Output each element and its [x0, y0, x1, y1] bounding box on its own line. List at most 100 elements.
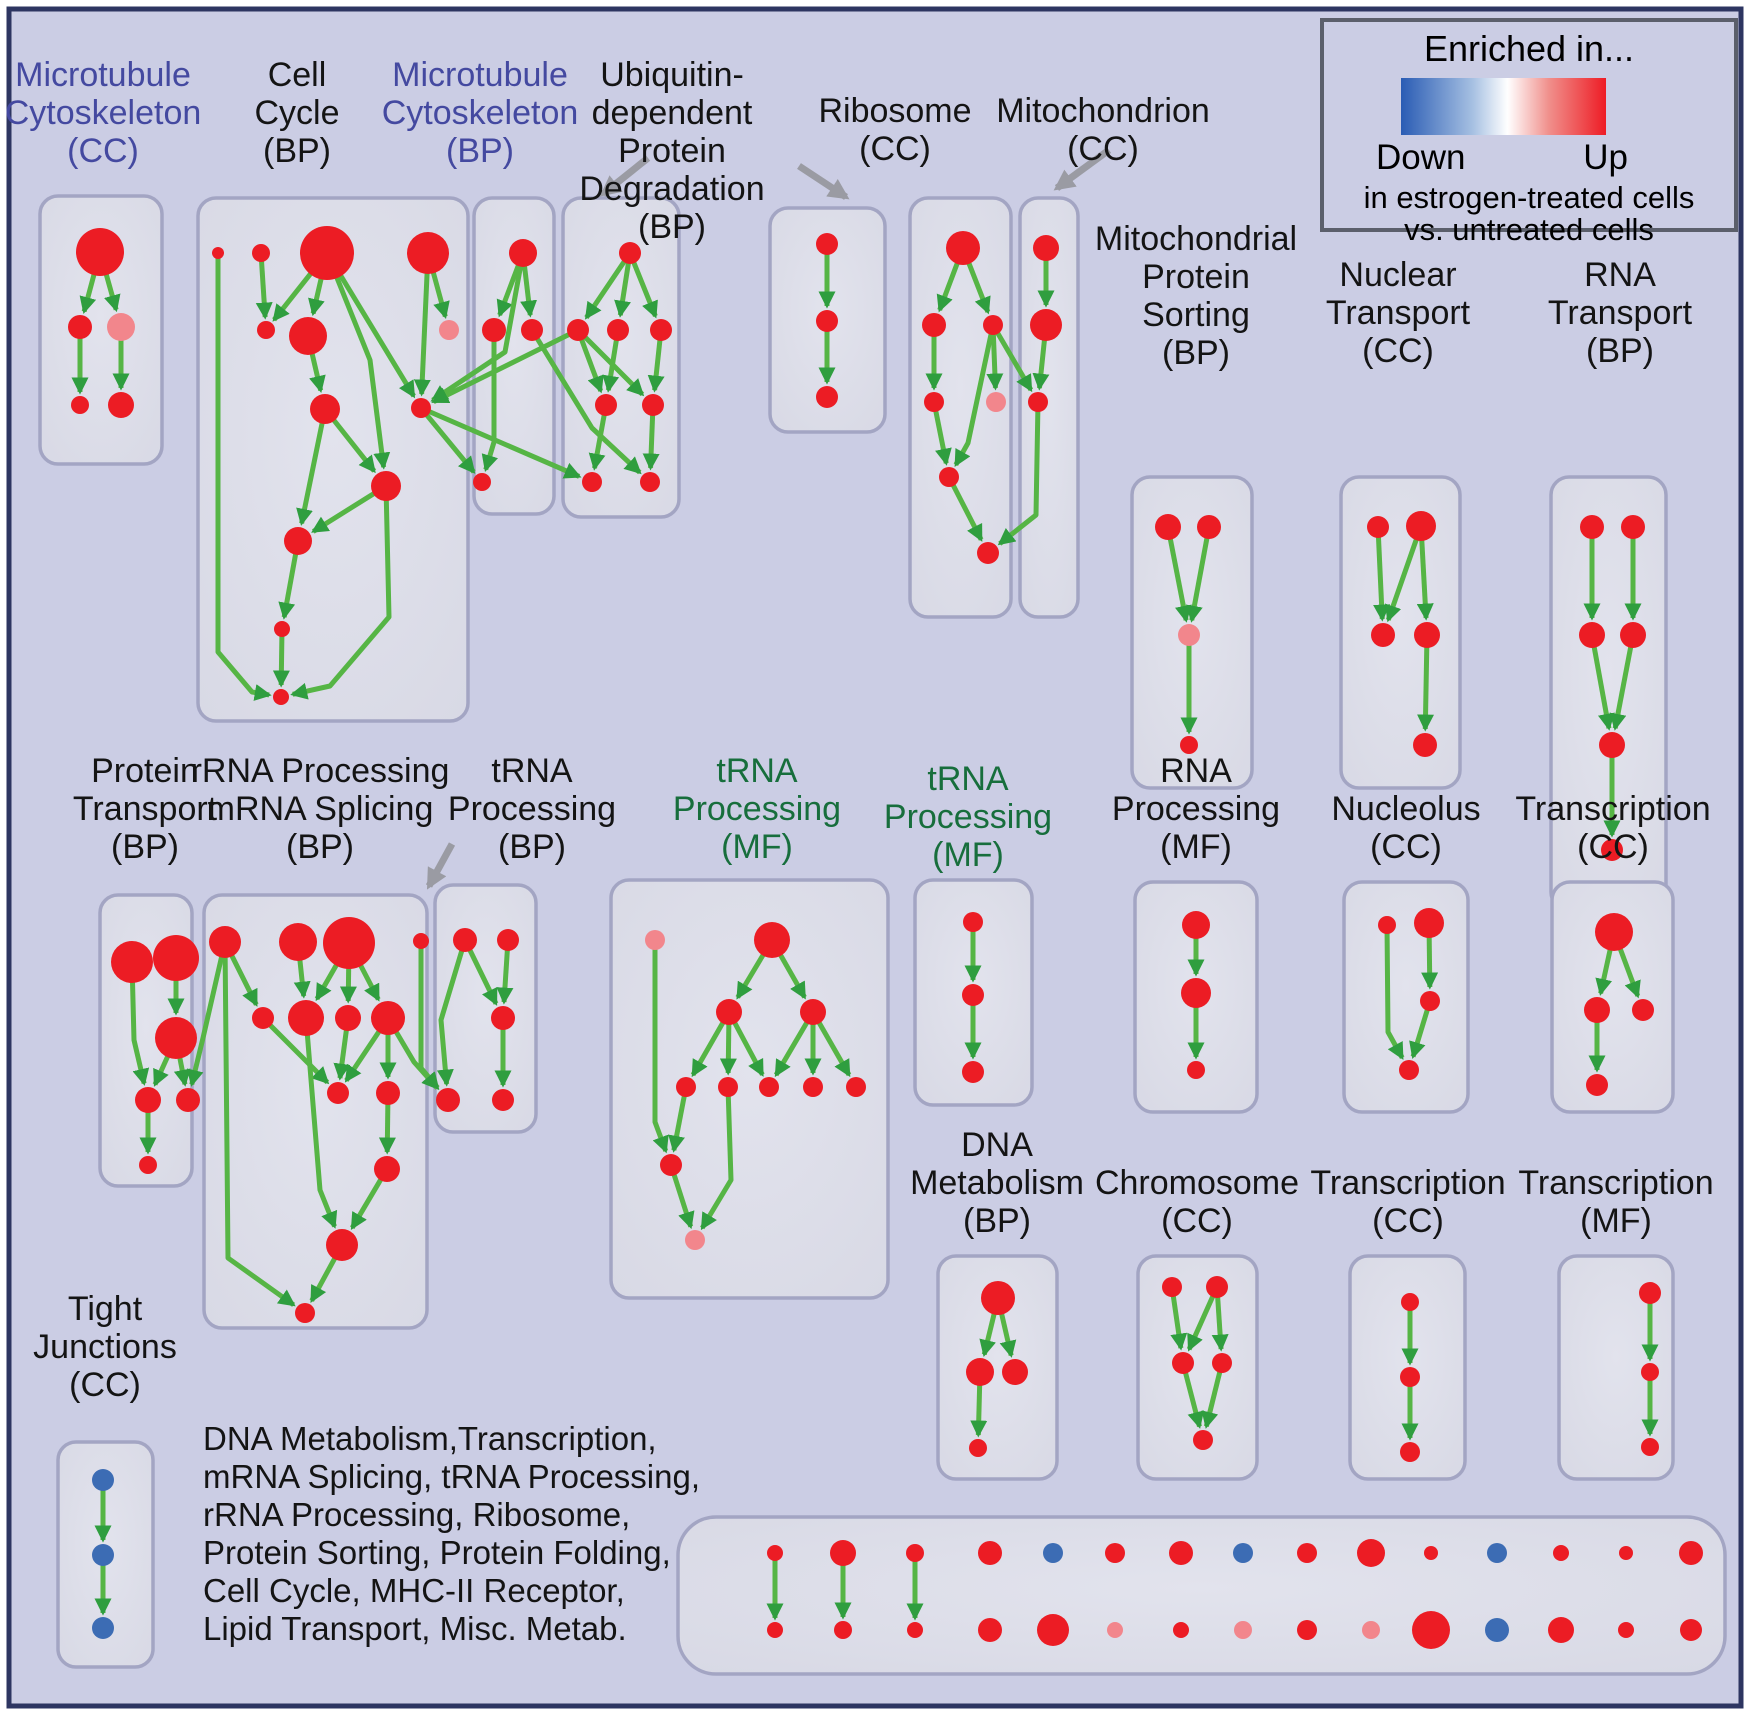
- go-term-node-tight-junctions-1: [92, 1544, 114, 1566]
- go-term-node-microtubule-bp-2: [521, 319, 543, 341]
- go-term-node-chromosome-1: [1206, 1276, 1228, 1298]
- go-term-node-misc-strip-23: [1297, 1620, 1317, 1640]
- legend-title: Enriched in...: [1423, 28, 1635, 69]
- edge-ubiquitin-1-0: [584, 251, 633, 320]
- cluster-box-nuclear-transport: [1339, 475, 1462, 790]
- go-term-node-nuclear-transport-2: [1371, 623, 1395, 647]
- go-term-node-ribosome-4: [986, 392, 1006, 412]
- cluster-label-cell-cycle: Cell Cycle (BP): [254, 56, 340, 170]
- go-term-node-transcription-cc-2-1: [1400, 1367, 1420, 1387]
- edge-cell-cycle-14: [290, 485, 392, 700]
- go-term-node-transcription-cc-1-0: [1595, 913, 1633, 951]
- cross-edge-0: [430, 252, 526, 403]
- edge-cell-cycle-13: [215, 253, 272, 701]
- edge-rna-transport-3: [1609, 634, 1636, 731]
- go-term-node-misc-strip-8: [1297, 1543, 1317, 1563]
- edge-nuclear-transport-2: [1416, 525, 1434, 621]
- cluster-label-mito-protein-sorting: Mitochondrial Protein Sorting (BP): [1094, 220, 1298, 372]
- go-term-node-trna-mf-small-2: [962, 1061, 984, 1083]
- go-term-node-ubiquitin-1-1: [567, 319, 589, 341]
- go-term-node-misc-strip-12: [1553, 1545, 1569, 1561]
- cluster-box-mitochondrion: [1018, 196, 1080, 619]
- cross-edge-5: [990, 323, 1034, 393]
- go-term-node-tight-junctions-2: [92, 1617, 114, 1639]
- go-term-node-dna-metabolism-2: [1002, 1359, 1028, 1385]
- cluster-label-rrna-mrna: rRNA Processing mRNA Splicing (BP): [190, 752, 450, 866]
- edge-rna-transport-2: [1589, 634, 1615, 731]
- go-term-node-cell-cycle-6: [310, 394, 340, 424]
- go-term-node-rrna-mrna-5: [288, 1000, 324, 1036]
- go-term-node-nuclear-transport-3: [1414, 622, 1440, 648]
- go-term-node-misc-strip-27: [1548, 1617, 1574, 1643]
- go-term-node-trna-bp-2: [491, 1006, 515, 1030]
- go-term-node-rrna-mrna-10: [374, 1156, 400, 1182]
- go-term-node-trna-mf-large-9: [660, 1154, 682, 1176]
- go-term-node-misc-strip-3: [978, 1541, 1002, 1565]
- go-term-node-nuclear-transport-4: [1413, 733, 1437, 757]
- go-term-node-rna-transport-4: [1599, 732, 1625, 758]
- go-term-node-cell-cycle-5: [289, 317, 327, 355]
- go-term-node-dna-metabolism-0: [981, 1281, 1015, 1315]
- go-term-node-mito-protein-sorting-3: [1180, 736, 1198, 754]
- go-term-node-trna-mf-large-5: [718, 1077, 738, 1097]
- cluster-label-ubiquitin: Ubiquitin- dependent Protein Degradation…: [579, 56, 765, 246]
- go-term-node-protein-transport-1: [153, 935, 199, 981]
- go-term-node-transcription-mf-0: [1639, 1282, 1661, 1304]
- cluster-label-transcription-mf: Transcription (MF): [1518, 1164, 1714, 1240]
- go-term-node-misc-strip-20: [1107, 1622, 1123, 1638]
- cross-edge-2: [419, 406, 476, 474]
- go-term-node-cell-cycle-9: [284, 527, 312, 555]
- go-term-node-trna-bp-1: [497, 929, 519, 951]
- go-term-node-misc-strip-10: [1424, 1546, 1438, 1560]
- legend-box: Enriched in... Down Up in estrogen-treat…: [1320, 18, 1738, 247]
- go-term-node-misc-strip-24: [1362, 1621, 1380, 1639]
- edge-trna-mf-large-11: [700, 1086, 734, 1231]
- go-term-node-trna-bp-0: [453, 928, 477, 952]
- cross-edge-4: [529, 328, 642, 475]
- legend-caption-line1: in estrogen-treated cells: [1363, 180, 1695, 215]
- go-term-node-trna-mf-small-0: [963, 912, 983, 932]
- misc-categories-note: DNA Metabolism,Transcription, mRNA Splic…: [203, 1420, 701, 1647]
- go-term-node-ribosome-1: [922, 313, 946, 337]
- go-term-node-rna-transport-5: [1601, 839, 1623, 861]
- cluster-box-dna-metabolism: [936, 1254, 1059, 1481]
- edge-rrna-mrna-11: [303, 1017, 338, 1229]
- go-term-node-cell-cycle-0: [212, 247, 224, 259]
- edge-protein-transport-0: [129, 961, 150, 1086]
- go-term-node-transcription-cc-1-1: [1584, 997, 1610, 1023]
- edge-nuclear-transport-0: [1373, 526, 1391, 622]
- go-term-node-ubiquitin-1-4: [595, 394, 617, 416]
- cluster-label-nuclear-transport: Nuclear Transport (CC): [1325, 256, 1471, 370]
- go-term-node-rrna-mrna-8: [327, 1082, 349, 1104]
- go-term-node-cell-cycle-12: [439, 320, 459, 340]
- go-term-node-microtubule-bp-0: [509, 239, 537, 267]
- edge-trna-mf-large-9: [668, 1086, 689, 1153]
- go-term-node-cell-cycle-2: [300, 226, 354, 280]
- go-term-node-misc-strip-14: [1679, 1541, 1703, 1565]
- go-term-node-mitochondrion-0: [1033, 235, 1059, 261]
- go-term-node-ribosome-2: [983, 315, 1003, 335]
- go-term-node-rrna-mrna-0: [209, 926, 241, 958]
- go-term-node-cell-cycle-7: [411, 398, 431, 418]
- go-term-node-misc-strip-15: [767, 1622, 783, 1638]
- go-term-node-misc-strip-29: [1680, 1619, 1702, 1641]
- go-term-node-rna-transport-3: [1620, 622, 1646, 648]
- go-term-node-ribosome-6: [977, 542, 999, 564]
- edge-ubiquitin-1-2: [627, 252, 658, 319]
- go-term-node-transcription-cc-2-0: [1401, 1293, 1419, 1311]
- edge-cell-cycle-0: [255, 252, 273, 320]
- label-pointer-arrow-3: [425, 842, 456, 890]
- go-term-node-rrna-mrna-2: [323, 917, 375, 969]
- go-term-node-misc-strip-13: [1619, 1546, 1633, 1560]
- go-term-node-cell-cycle-10: [274, 621, 290, 637]
- go-term-node-trna-mf-large-8: [846, 1077, 866, 1097]
- label-pointer-arrow-2: [1053, 147, 1112, 191]
- cross-edge-6: [997, 401, 1041, 546]
- go-term-node-misc-strip-16: [834, 1621, 852, 1639]
- go-term-node-dna-metabolism-1: [966, 1358, 994, 1386]
- cluster-label-tight-junctions: Tight Junctions (CC): [33, 1290, 177, 1404]
- go-term-node-trna-mf-large-1: [754, 922, 790, 958]
- legend-up-label: Up: [1583, 138, 1628, 177]
